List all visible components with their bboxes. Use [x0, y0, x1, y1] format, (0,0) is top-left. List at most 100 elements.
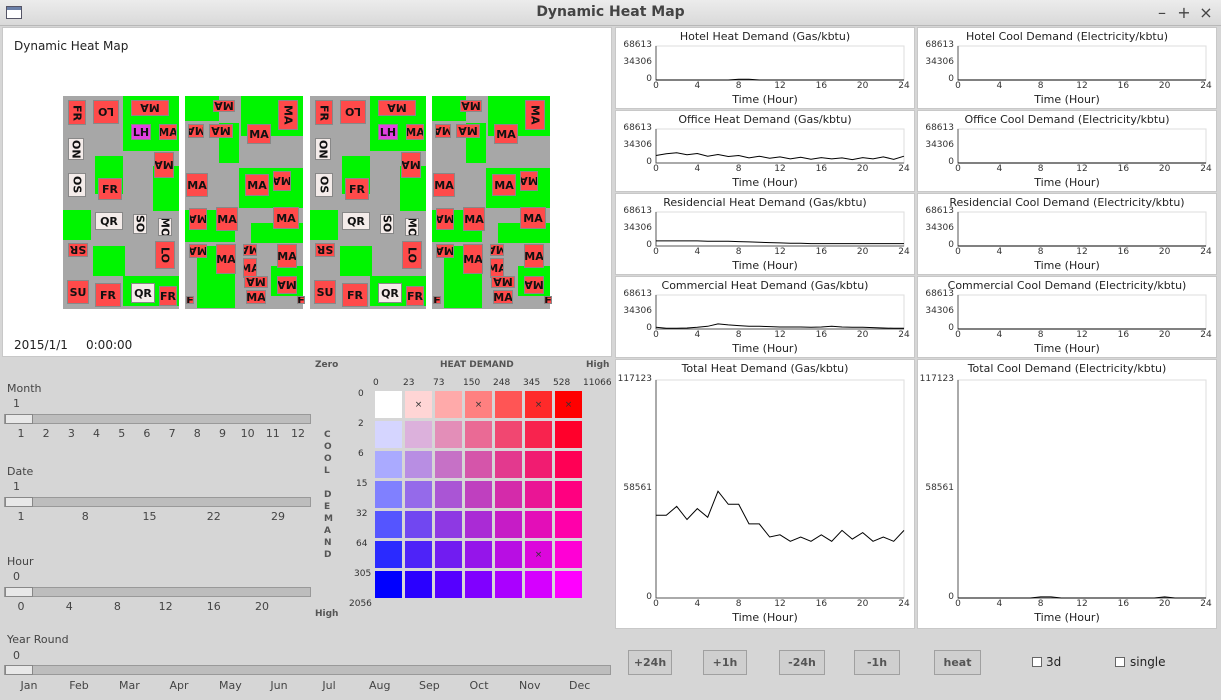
legend-cell[interactable] [435, 391, 462, 418]
building[interactable]: F [297, 296, 305, 304]
building[interactable]: MA [247, 124, 271, 144]
building[interactable]: MA [243, 244, 257, 256]
building[interactable]: LO [155, 241, 175, 269]
building[interactable]: MA [189, 208, 207, 230]
legend-cell[interactable]: × [465, 391, 492, 418]
legend-cell[interactable]: × [525, 391, 552, 418]
building[interactable]: FR [345, 178, 369, 200]
building[interactable]: FR [98, 178, 122, 200]
legend-cell[interactable] [465, 421, 492, 448]
building[interactable]: MA [520, 207, 546, 229]
legend-cell[interactable] [375, 391, 402, 418]
building[interactable]: SR [68, 243, 88, 257]
building[interactable]: MA [520, 171, 538, 191]
building[interactable]: MA [243, 258, 257, 278]
legend-cell[interactable] [435, 481, 462, 508]
legend-cell[interactable] [525, 451, 552, 478]
hour-slider-thumb[interactable] [5, 587, 33, 597]
legend-cell[interactable] [405, 481, 432, 508]
legend-cell[interactable] [495, 451, 522, 478]
legend-cell[interactable] [525, 481, 552, 508]
building[interactable]: LO [402, 241, 422, 269]
legend-cell[interactable] [375, 511, 402, 538]
building[interactable]: MA [460, 100, 482, 112]
3d-checkbox[interactable] [1032, 657, 1042, 667]
hour-slider[interactable] [4, 587, 311, 597]
building[interactable]: FR [159, 286, 177, 306]
minus-1h-button[interactable]: -1h [854, 650, 900, 675]
legend-cell[interactable] [555, 481, 582, 508]
legend-cell[interactable] [405, 541, 432, 568]
building[interactable]: MA [401, 152, 421, 178]
building[interactable]: FR [315, 100, 333, 125]
building[interactable]: QR [378, 283, 402, 303]
legend-cell[interactable] [555, 541, 582, 568]
building[interactable]: MA [490, 258, 504, 278]
building[interactable]: MA [494, 124, 518, 144]
legend-cell[interactable] [495, 421, 522, 448]
legend-cell[interactable] [405, 571, 432, 598]
plus-24h-button[interactable]: +24h [628, 650, 672, 675]
building[interactable]: FR [342, 283, 368, 307]
building[interactable]: MA [378, 100, 416, 116]
legend-cell[interactable]: × [405, 391, 432, 418]
building[interactable]: SU [314, 280, 336, 304]
building[interactable]: SR [315, 243, 335, 257]
minimize-button[interactable]: – [1158, 3, 1166, 22]
building[interactable]: MA [246, 290, 266, 304]
building[interactable]: MA [245, 174, 269, 196]
building[interactable]: MA [213, 100, 235, 112]
building[interactable]: MA [406, 124, 424, 140]
heat-button[interactable]: heat [934, 650, 981, 675]
legend-cell[interactable] [555, 571, 582, 598]
legend-cell[interactable] [525, 571, 552, 598]
building[interactable]: MA [273, 207, 299, 229]
legend-cell[interactable] [405, 451, 432, 478]
building[interactable]: MO [158, 218, 172, 236]
building[interactable]: MA [491, 276, 515, 288]
heat-map-canvas[interactable]: FR LO MA MA LH MA MA MA MA MA ON MA OS FR MA MA MA QR SO MO… [3, 28, 613, 358]
building[interactable]: FR [68, 100, 86, 125]
date-slider[interactable] [4, 497, 311, 507]
building[interactable]: MA [209, 124, 233, 138]
legend-cell[interactable] [525, 511, 552, 538]
building[interactable]: SU [67, 280, 89, 304]
year-round-slider[interactable] [4, 665, 611, 675]
building[interactable]: MA [435, 124, 451, 138]
legend-cell[interactable]: × [525, 541, 552, 568]
legend-cell[interactable] [405, 511, 432, 538]
building[interactable]: MA [490, 244, 504, 256]
building[interactable]: QR [131, 283, 155, 303]
building[interactable]: MA [436, 244, 454, 258]
building[interactable]: MO [405, 218, 419, 236]
building[interactable]: OS [315, 173, 333, 197]
building[interactable]: ON [68, 138, 84, 160]
legend-cell[interactable] [375, 421, 402, 448]
building[interactable]: SO [133, 214, 147, 234]
building[interactable]: MA [436, 208, 454, 230]
legend-cell[interactable] [375, 571, 402, 598]
building[interactable]: SO [380, 214, 394, 234]
legend-cell[interactable] [495, 481, 522, 508]
close-button[interactable]: × [1199, 3, 1213, 22]
building[interactable]: MA [525, 100, 545, 130]
building[interactable]: MA [154, 152, 174, 178]
legend-cell[interactable] [495, 511, 522, 538]
building[interactable]: MA [433, 173, 455, 197]
building[interactable]: F [186, 296, 194, 304]
legend-cell[interactable] [555, 421, 582, 448]
legend-cell[interactable] [465, 571, 492, 598]
legend-cell[interactable] [495, 391, 522, 418]
building[interactable]: MA [278, 100, 298, 130]
month-slider-thumb[interactable] [5, 414, 33, 424]
building[interactable]: MA [456, 124, 480, 138]
building[interactable]: LH [131, 124, 151, 140]
minus-24h-button[interactable]: -24h [779, 650, 825, 675]
legend-cell[interactable] [465, 541, 492, 568]
building[interactable]: QR [95, 212, 123, 230]
building[interactable]: MA [216, 207, 238, 231]
legend-cell[interactable] [555, 511, 582, 538]
building[interactable]: FR [406, 286, 424, 306]
month-slider[interactable] [4, 414, 311, 424]
building[interactable]: MA [131, 100, 169, 116]
